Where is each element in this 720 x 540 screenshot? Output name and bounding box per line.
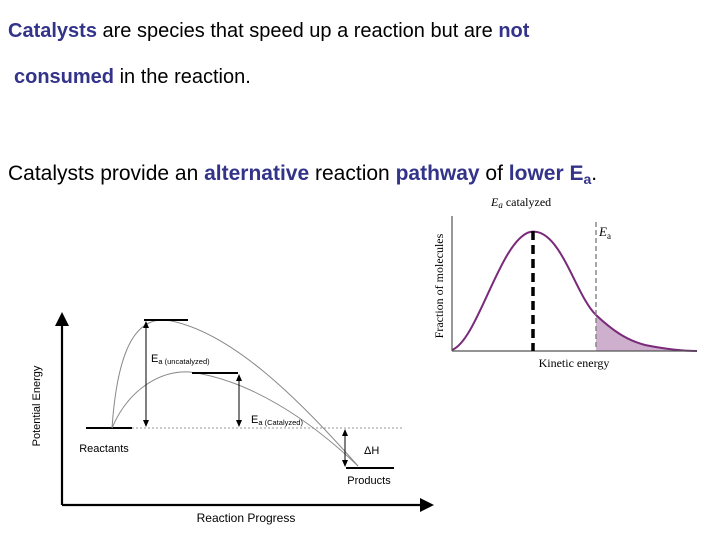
line3-period: .	[591, 162, 598, 185]
energy-y-arrowhead	[55, 312, 69, 326]
line3-text-c: reaction	[309, 162, 396, 185]
delta-h-arrowhead-bottom	[342, 460, 348, 467]
catalyzed-pathway-curve	[111, 371, 359, 467]
energy-x-arrowhead	[420, 498, 434, 512]
distribution-curve	[451, 230, 698, 352]
cat-label-a: a	[498, 200, 503, 210]
ea-uncatalyzed-marker-label: Ea	[598, 224, 611, 241]
ea-marker-e: E	[598, 224, 607, 239]
ea-uncatalyzed-label-e: E	[151, 353, 158, 365]
energy-diagram: Potential Energy Reaction Progress React…	[31, 312, 434, 525]
word-not: not	[498, 20, 530, 42]
ea-catalyzed-arrowhead-bottom	[236, 420, 242, 427]
distribution-graph: Fraction of molecules Kinetic energy Ea …	[432, 195, 698, 370]
word-catalysts: Catalysts	[8, 20, 97, 42]
ea-uncatalyzed-label-sub: a (uncatalyzed)	[158, 357, 210, 366]
reactants-label: Reactants	[79, 443, 129, 455]
word-lower-ea-sub: a	[583, 171, 592, 187]
ea-uncatalyzed-arrowhead-bottom	[143, 420, 149, 427]
ea-catalyzed-arrowhead-top	[236, 374, 242, 381]
line-alternative-pathway: Catalysts provide an alternative reactio…	[8, 162, 597, 187]
distribution-y-label: Fraction of molecules	[432, 233, 446, 338]
ea-uncatalyzed-label: Ea (uncatalyzed)	[151, 353, 210, 366]
delta-h-arrowhead-top	[342, 429, 348, 436]
ea-uncatalyzed-arrowhead-top	[143, 321, 149, 328]
cat-label-rest: catalyzed	[503, 195, 551, 209]
word-pathway: pathway	[395, 162, 480, 185]
word-lower-ea: lower E	[508, 162, 584, 185]
line1-text: are species that speed up a reaction but…	[96, 20, 499, 42]
line3-text-e: of	[479, 162, 509, 185]
ea-catalyzed-marker-label: Ea catalyzed	[490, 195, 551, 210]
line-consumed: consumed in the reaction.	[14, 66, 251, 89]
shaded-region-beyond-ea	[596, 315, 697, 351]
word-consumed: consumed	[14, 66, 115, 88]
ea-catalyzed-label: Ea (Catalyzed)	[251, 414, 303, 427]
ea-catalyzed-label-sub: a (Catalyzed)	[258, 418, 303, 427]
energy-y-label: Potential Energy	[31, 365, 43, 446]
delta-h-label: ΔH	[364, 445, 379, 457]
products-label: Products	[347, 475, 391, 487]
ea-marker-sub: a	[607, 231, 611, 241]
line3-text-a: Catalysts provide an	[8, 162, 205, 185]
uncatalyzed-pathway-curve	[111, 319, 359, 467]
distribution-x-label: Kinetic energy	[539, 356, 610, 370]
line2-text: in the reaction.	[114, 66, 251, 88]
ea-catalyzed-label-e: E	[251, 414, 258, 426]
word-alternative: alternative	[204, 162, 310, 185]
line-catalyst-definition: Catalysts are species that speed up a re…	[8, 20, 529, 43]
energy-x-label: Reaction Progress	[197, 511, 296, 525]
cat-label-e: E	[490, 195, 499, 209]
